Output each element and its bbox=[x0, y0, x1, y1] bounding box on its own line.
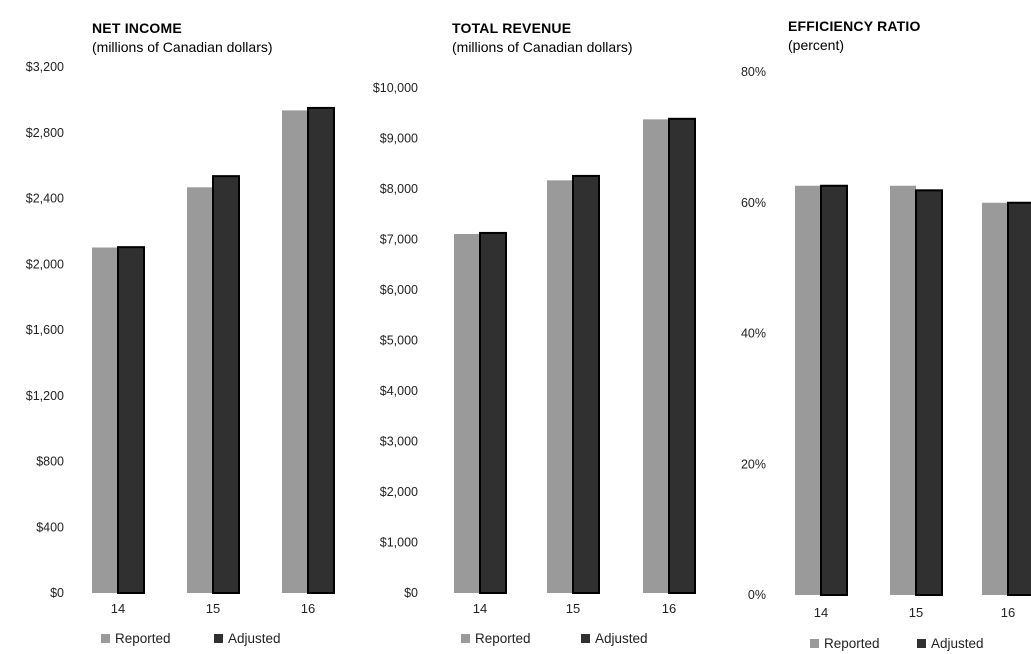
net-income-bar-reported-15 bbox=[187, 187, 213, 593]
net-income-bar-reported-14 bbox=[92, 247, 118, 593]
net-income-y-tick-label: $1,600 bbox=[26, 323, 64, 337]
total-revenue-bar-adjusted-15 bbox=[572, 174, 600, 594]
total-revenue-y-tick-label: $3,000 bbox=[380, 435, 418, 449]
total-revenue-subtitle: (millions of Canadian dollars) bbox=[452, 39, 633, 55]
net-income-x-tick-label: 15 bbox=[206, 601, 220, 616]
net-income-subtitle: (millions of Canadian dollars) bbox=[92, 39, 273, 55]
total-revenue-y-tick-label: $10,000 bbox=[373, 81, 418, 95]
net-income-bar-adjusted-14 bbox=[117, 246, 145, 594]
net-income-legend-swatch-reported bbox=[101, 634, 110, 643]
efficiency-ratio-legend-swatch-adjusted bbox=[917, 639, 926, 648]
efficiency-ratio-x-tick-label: 14 bbox=[814, 605, 828, 620]
total-revenue-legend-swatch-reported bbox=[461, 634, 470, 643]
net-income-legend-label-adjusted: Adjusted bbox=[228, 631, 281, 646]
total-revenue-bar-adjusted-14 bbox=[479, 231, 507, 594]
total-revenue-legend-swatch-adjusted bbox=[581, 634, 590, 643]
efficiency-ratio-x-tick-label: 15 bbox=[909, 605, 923, 620]
net-income-y-tick-label: $2,000 bbox=[26, 257, 64, 271]
total-revenue-y-tick-label: $2,000 bbox=[380, 485, 418, 499]
net-income-y-tick-label: $800 bbox=[36, 455, 64, 469]
net-income-x-tick-label: 16 bbox=[301, 601, 315, 616]
total-revenue-y-tick-label: $0 bbox=[404, 586, 418, 600]
net-income-y-tick-label: $0 bbox=[50, 586, 64, 600]
total-revenue-chart: TOTAL REVENUE (millions of Canadian dolla… bbox=[373, 20, 696, 646]
efficiency-ratio-x-tick-label: 16 bbox=[1001, 605, 1015, 620]
total-revenue-bar-reported-15 bbox=[547, 180, 573, 593]
efficiency-ratio-bar-adjusted-14 bbox=[820, 184, 848, 596]
total-revenue-y-tick-label: $4,000 bbox=[380, 384, 418, 398]
net-income-x-tick-label: 14 bbox=[111, 601, 125, 616]
efficiency-ratio-bar-adjusted-15 bbox=[915, 189, 943, 597]
efficiency-ratio-legend-swatch-reported bbox=[810, 639, 819, 648]
total-revenue-y-tick-label: $9,000 bbox=[380, 132, 418, 146]
total-revenue-y-tick-label: $1,000 bbox=[380, 536, 418, 550]
efficiency-ratio-chart: EFFICIENCY RATIO (percent) 0% 20% 40% 60% 80% 1… bbox=[741, 18, 1031, 651]
net-income-legend-label-reported: Reported bbox=[115, 631, 171, 646]
efficiency-ratio-bar-reported-14 bbox=[795, 185, 821, 595]
efficiency-ratio-subtitle: (percent) bbox=[788, 37, 844, 53]
net-income-bar-adjusted-16 bbox=[307, 106, 335, 594]
efficiency-ratio-bar-reported-15 bbox=[890, 185, 916, 595]
efficiency-ratio-y-tick-label: 40% bbox=[741, 327, 766, 341]
total-revenue-y-tick-label: $5,000 bbox=[380, 334, 418, 348]
total-revenue-y-tick-label: $8,000 bbox=[380, 182, 418, 196]
total-revenue-legend-label-adjusted: Adjusted bbox=[595, 631, 648, 646]
net-income-y-tick-label: $2,800 bbox=[26, 126, 64, 140]
net-income-y-tick-label: $2,400 bbox=[26, 192, 64, 206]
net-income-legend-swatch-adjusted bbox=[214, 634, 223, 643]
net-income-y-tick-label: $3,200 bbox=[26, 60, 64, 74]
total-revenue-x-tick-label: 15 bbox=[566, 601, 580, 616]
total-revenue-y-tick-label: $7,000 bbox=[380, 233, 418, 247]
efficiency-ratio-legend-label-adjusted: Adjusted bbox=[931, 636, 984, 651]
net-income-chart: NET INCOME (millions of Canadian dollars)… bbox=[26, 20, 335, 646]
net-income-bar-adjusted-15 bbox=[212, 175, 240, 595]
total-revenue-x-tick-label: 16 bbox=[662, 601, 676, 616]
efficiency-ratio-y-tick-label: 20% bbox=[741, 457, 766, 471]
efficiency-ratio-title: EFFICIENCY RATIO bbox=[788, 18, 921, 34]
total-revenue-bar-adjusted-16 bbox=[668, 117, 696, 595]
total-revenue-title: TOTAL REVENUE bbox=[452, 20, 571, 36]
efficiency-ratio-legend-label-reported: Reported bbox=[824, 636, 880, 651]
efficiency-ratio-bar-adjusted-16 bbox=[1007, 201, 1031, 596]
net-income-y-tick-label: $400 bbox=[36, 520, 64, 534]
net-income-y-tick-label: $1,200 bbox=[26, 389, 64, 403]
net-income-bar-reported-16 bbox=[282, 110, 308, 594]
total-revenue-x-tick-label: 14 bbox=[473, 601, 487, 616]
efficiency-ratio-bar-reported-16 bbox=[982, 202, 1008, 595]
total-revenue-legend-label-reported: Reported bbox=[475, 631, 531, 646]
efficiency-ratio-y-tick-label: 60% bbox=[741, 196, 766, 210]
total-revenue-bar-reported-16 bbox=[643, 119, 669, 593]
efficiency-ratio-y-tick-label: 80% bbox=[741, 65, 766, 79]
total-revenue-y-tick-label: $6,000 bbox=[380, 283, 418, 297]
total-revenue-bar-reported-14 bbox=[454, 233, 480, 594]
net-income-title: NET INCOME bbox=[92, 20, 182, 36]
efficiency-ratio-y-tick-label: 0% bbox=[748, 588, 766, 602]
